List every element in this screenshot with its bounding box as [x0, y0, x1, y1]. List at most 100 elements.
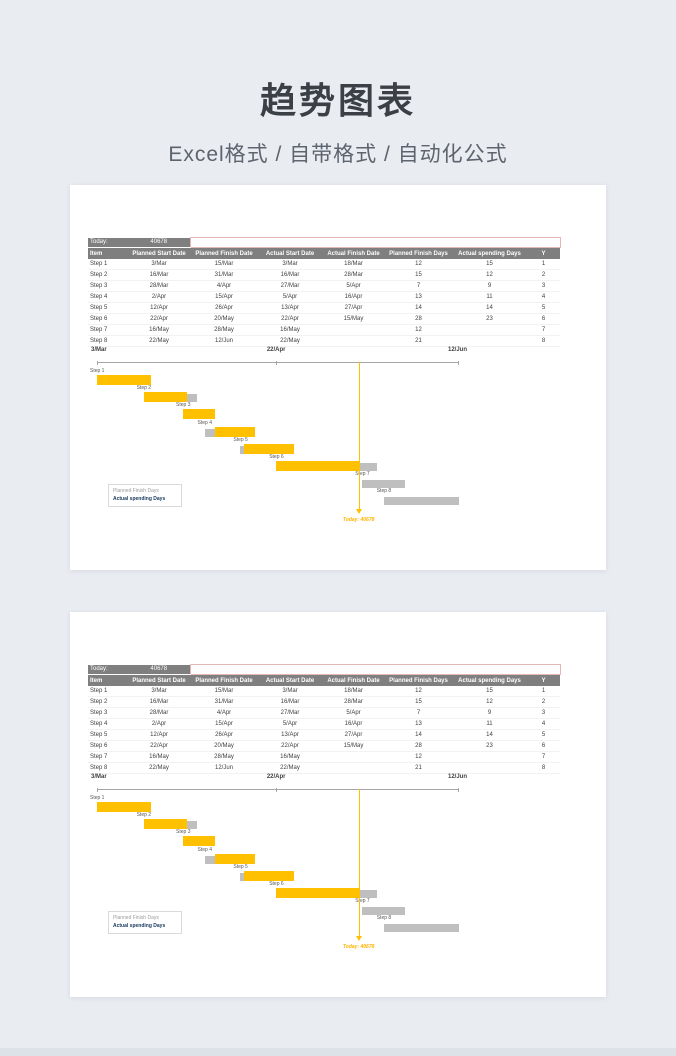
- table-cell: 5/Apr: [322, 280, 385, 292]
- table-cell: 13/Apr: [258, 729, 322, 741]
- table-cell: 16/May: [128, 324, 190, 336]
- table-cell: 18/Mar: [322, 259, 385, 270]
- planned-bar: [383, 924, 459, 933]
- today-marker-arrow-icon: [355, 509, 362, 514]
- table-cell: 6: [527, 313, 561, 325]
- bar-label: Step 8: [376, 488, 392, 495]
- legend-item-actual: Actual spending Days: [113, 495, 166, 502]
- table-cell: 28/Mar: [322, 696, 385, 708]
- table-row: Step 5 12/Apr 26/Apr 13/Apr 27/Apr 14 14 5: [88, 729, 561, 741]
- table-cell: 7: [527, 324, 561, 336]
- table-cell: Step 7: [88, 751, 128, 763]
- today-value: 40678: [128, 237, 190, 248]
- today-marker-line: [358, 362, 360, 510]
- table-cell: 21: [385, 335, 452, 347]
- table-cell: Step 8: [88, 762, 128, 774]
- table-cell: 12: [452, 269, 527, 281]
- table-cell: Step 2: [88, 696, 128, 708]
- bar-label: Step 6: [269, 881, 284, 887]
- table-cell: 9: [452, 280, 527, 292]
- legend-item-planned: Planned Finish Days: [113, 488, 159, 494]
- bar-label: Step 6: [269, 454, 284, 460]
- x-axis: [97, 361, 459, 365]
- table-cell: 4: [527, 718, 561, 730]
- column-header: Planned Finish Days: [385, 247, 452, 259]
- table-cell: 31/Mar: [190, 269, 258, 281]
- today-label: Today:: [88, 237, 128, 248]
- column-header: Y: [527, 247, 561, 259]
- column-header: Actual Start Date: [258, 247, 322, 259]
- table-cell: 22/May: [258, 335, 322, 347]
- table-cell: 27/Mar: [258, 707, 322, 719]
- column-header: Actual Start Date: [258, 674, 322, 686]
- bar-label: Step 3: [176, 829, 191, 836]
- bar-label: Step 3: [176, 402, 191, 409]
- column-header: Planned Start Date: [128, 674, 190, 686]
- table-cell: Step 3: [88, 280, 128, 292]
- planned-bar: [362, 907, 406, 916]
- gantt-bars: Step 1 Step 2 Step 3 Step 4 Step 5 Step 6 Step…: [90, 795, 459, 962]
- data-table: Today: 40678 Item Planned Start Date Plann…: [88, 664, 561, 774]
- bar-label: Step 4: [197, 419, 212, 426]
- table-cell: 22/Apr: [258, 740, 322, 752]
- table-row: Step 6 22/Apr 20/May 22/Apr 15/May 28 23 6: [88, 740, 561, 752]
- bar-label: Step 7: [355, 471, 370, 478]
- table-cell: Step 2: [88, 269, 128, 281]
- table-cell: 15: [385, 696, 452, 708]
- column-header: Y: [527, 674, 561, 686]
- table-cell: 16/May: [258, 324, 322, 336]
- table-cell: 3/Mar: [258, 686, 322, 697]
- table-cell: 8: [527, 762, 561, 774]
- template-preview-card: Today: 40678 Item Planned Start Date Plann…: [70, 612, 606, 997]
- table-cell: [452, 751, 527, 763]
- table-cell: 22/May: [258, 762, 322, 774]
- table-cell: 3: [527, 707, 561, 719]
- table-cell: 15/Mar: [190, 686, 258, 697]
- table-cell: Step 5: [88, 302, 128, 314]
- gantt-bars: Step 1 Step 2 Step 3 Step 4 Step 5 Step 6 Step…: [90, 368, 459, 535]
- table-cell: 3: [527, 280, 561, 292]
- table-cell: 12/Jun: [190, 335, 258, 347]
- table-cell: 12/Apr: [128, 729, 190, 741]
- table-row: Step 4 2/Apr 15/Apr 5/Apr 16/Apr 13 11 4: [88, 718, 561, 730]
- today-row: Today: 40678: [88, 237, 561, 248]
- table-cell: 4: [527, 291, 561, 303]
- table-cell: 2/Apr: [128, 291, 190, 303]
- actual-bar: [183, 836, 216, 847]
- table-cell: 28: [385, 740, 452, 752]
- axis-label-start: 3/Mar: [91, 347, 107, 353]
- page-subtitle: Excel格式 / 自带格式 / 自动化公式: [168, 143, 508, 166]
- table-cell: 5/Apr: [322, 707, 385, 719]
- template-preview-card: Today: 40678 Item Planned Start Date Plann…: [70, 185, 606, 570]
- x-axis: [97, 788, 459, 792]
- page-bottom-strip: [0, 1048, 676, 1056]
- today-value: 40678: [128, 664, 190, 675]
- table-cell: 27/Apr: [322, 302, 385, 314]
- table-cell: 12/Apr: [128, 302, 190, 314]
- column-header: Planned Finish Days: [385, 674, 452, 686]
- table-cell: [322, 762, 385, 774]
- table-cell: 28/Mar: [128, 707, 190, 719]
- today-blank-cell: [189, 664, 561, 675]
- column-header: Planned Finish Date: [190, 247, 258, 259]
- planned-bar: [383, 497, 459, 506]
- table-cell: 3/Mar: [258, 259, 322, 270]
- table-cell: 13: [385, 718, 452, 730]
- table-cell: 22/Apr: [258, 313, 322, 325]
- table-cell: Step 6: [88, 740, 128, 752]
- bar-label: Step 2: [136, 812, 152, 819]
- legend-item-actual: Actual spending Days: [113, 922, 166, 929]
- table-cell: 12: [385, 751, 452, 763]
- actual-bar: [243, 870, 295, 881]
- column-header: Planned Start Date: [128, 247, 190, 259]
- legend-item-planned: Planned Finish Days: [113, 915, 159, 921]
- bar-label: Step 1: [90, 795, 105, 801]
- gantt-chart: 3/Mar 22/Apr 12/Jun Step 1 Step 2 Step 3 St…: [90, 347, 467, 537]
- table-cell: [452, 762, 527, 774]
- table-cell: 9: [452, 707, 527, 719]
- table-cell: 14: [385, 729, 452, 741]
- table-cell: 22/May: [128, 762, 190, 774]
- actual-bar: [276, 461, 359, 471]
- actual-bar: [215, 426, 255, 437]
- table-cell: 21: [385, 762, 452, 774]
